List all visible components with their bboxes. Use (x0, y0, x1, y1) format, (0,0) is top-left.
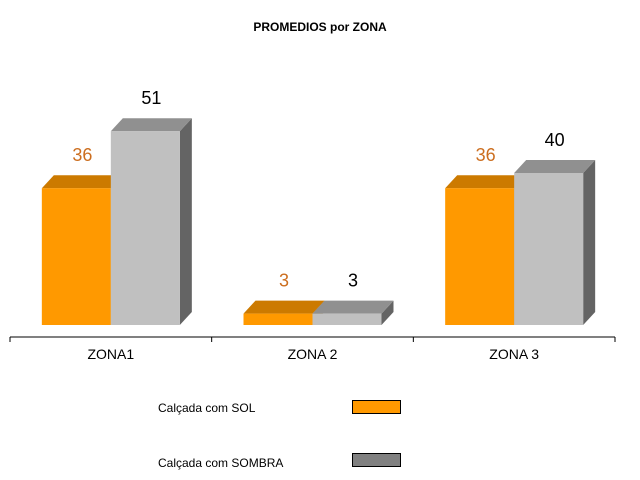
bar-front-face (41, 188, 111, 325)
data-label-sol: 36 (476, 145, 496, 165)
legend-label-sol: Calçada com SOL (158, 401, 256, 415)
chart-title: PROMEDIOS por ZONA (253, 20, 387, 34)
x-tick-label: ZONA 3 (489, 346, 539, 362)
bar-sombra-2 (312, 300, 394, 325)
legend-swatch-sol (352, 400, 401, 414)
data-label-sol: 36 (72, 145, 92, 165)
bar-top-face (514, 160, 596, 173)
bar-side-face (583, 160, 596, 325)
legend-swatch-sombra (352, 453, 401, 467)
bar-front-face (514, 173, 584, 325)
bar-top-face (41, 175, 123, 189)
data-label-sol: 3 (279, 271, 289, 291)
bar-sombra-3 (514, 160, 596, 325)
bar-sombra-1 (110, 118, 192, 325)
bar-front-face (243, 313, 313, 325)
bar-sol-1 (41, 175, 123, 325)
bar-front-face (110, 131, 180, 325)
x-tick-label: ZONA1 (87, 346, 134, 362)
data-label-sombra: 51 (141, 88, 161, 108)
bar-top-face (243, 300, 325, 314)
bar-top-face (445, 175, 527, 189)
data-label-sombra: 3 (348, 271, 358, 291)
bar-top-face (312, 300, 394, 314)
bar-side-face (381, 300, 394, 325)
bar-top-face (110, 118, 192, 132)
bar-front-face (445, 188, 515, 325)
bar-sol-2 (243, 300, 325, 325)
bar-sol-3 (445, 175, 527, 325)
data-label-sombra: 40 (545, 130, 565, 150)
bar-side-face (179, 118, 192, 325)
bar-front-face (312, 313, 382, 325)
x-tick-label: ZONA 2 (288, 346, 338, 362)
legend-label-sombra: Calçada com SOMBRA (158, 456, 284, 470)
